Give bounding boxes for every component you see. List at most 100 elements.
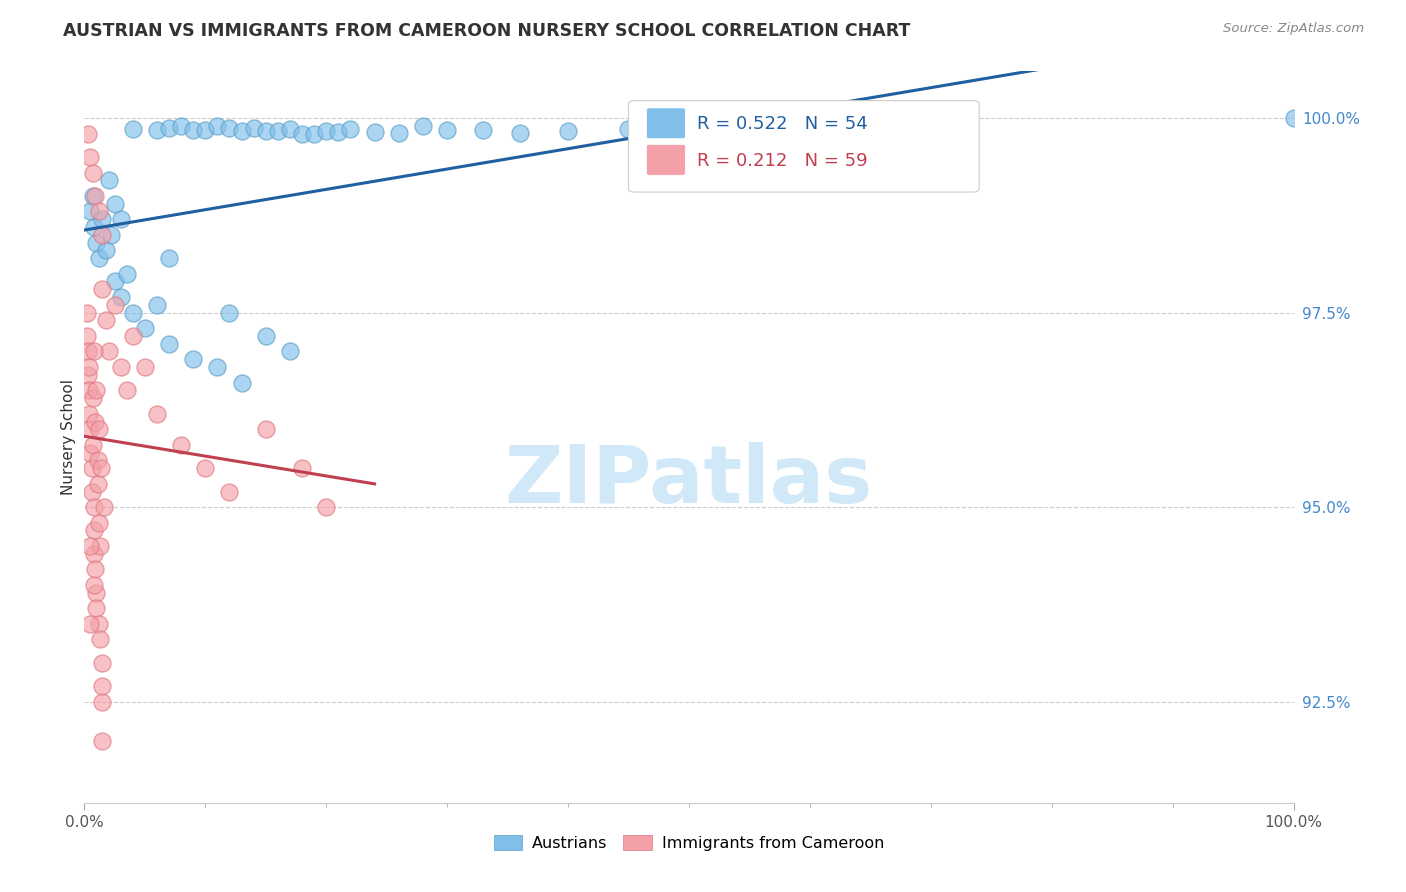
Point (207, 359, 229, 374)
Point (83, 344, 105, 359)
Point (315, 500, 337, 515)
Point (157, 121, 180, 136)
Point (146, 123, 169, 137)
Point (100, 227, 122, 242)
Point (91, 212, 114, 227)
Point (267, 124, 290, 138)
Point (93, 500, 115, 515)
Point (181, 123, 204, 137)
Point (617, 122, 640, 136)
Point (79, 150, 101, 164)
Point (110, 212, 132, 227)
Point (678, 125, 700, 139)
Point (91, 679, 114, 693)
Text: Source: ZipAtlas.com: Source: ZipAtlas.com (1223, 22, 1364, 36)
Point (170, 438, 193, 452)
Point (97, 173, 120, 187)
Point (86, 476, 108, 491)
Point (363, 125, 385, 139)
Point (94, 313, 117, 327)
Text: R = 0.212   N = 59: R = 0.212 N = 59 (697, 152, 868, 169)
Point (84, 189, 107, 203)
Point (115, 267, 138, 281)
Point (339, 122, 361, 136)
Point (91, 282, 114, 296)
Point (115, 384, 138, 398)
Point (82, 189, 104, 203)
Point (278, 344, 301, 359)
Point (83, 500, 105, 515)
Point (89, 632, 111, 647)
Point (86, 453, 108, 467)
Point (83, 524, 105, 538)
Point (181, 352, 204, 367)
Point (254, 422, 277, 436)
Point (77, 127, 100, 141)
Point (82, 438, 104, 452)
Point (242, 121, 264, 136)
Text: ZIPatlas: ZIPatlas (505, 442, 873, 520)
Point (207, 119, 229, 133)
Point (1282, 111, 1305, 125)
Point (91, 733, 114, 747)
Point (79, 422, 101, 436)
Point (79, 204, 101, 219)
Point (157, 251, 180, 265)
Point (80, 461, 103, 475)
Point (328, 125, 350, 139)
Point (83, 547, 105, 561)
Legend: Austrians, Immigrants from Cameroon: Austrians, Immigrants from Cameroon (488, 828, 890, 857)
Point (121, 305, 143, 319)
Point (278, 122, 301, 136)
Point (89, 539, 111, 553)
Point (83, 219, 105, 234)
Point (76, 305, 98, 319)
Point (412, 120, 434, 134)
Point (557, 124, 579, 138)
Point (77, 344, 100, 359)
Point (218, 484, 240, 499)
Point (77, 359, 100, 374)
Point (87, 516, 110, 530)
Point (86, 384, 108, 398)
Point (86, 601, 108, 615)
Point (87, 204, 110, 219)
Point (291, 127, 314, 141)
Point (231, 376, 253, 390)
Point (146, 407, 169, 421)
Point (254, 124, 277, 138)
Point (86, 235, 108, 250)
Point (302, 127, 325, 141)
FancyBboxPatch shape (647, 145, 685, 175)
Point (84, 562, 107, 576)
Point (82, 165, 104, 179)
Point (87, 251, 110, 265)
Point (218, 120, 240, 135)
Point (218, 305, 240, 319)
Point (110, 290, 132, 304)
Point (146, 298, 169, 312)
Point (79, 539, 101, 553)
Point (77, 407, 100, 421)
Point (254, 329, 277, 343)
Point (436, 123, 458, 137)
Point (157, 336, 180, 351)
Point (94, 244, 117, 258)
Point (110, 359, 132, 374)
Point (90, 461, 112, 475)
Point (315, 124, 337, 138)
Point (134, 321, 156, 335)
Point (84, 415, 107, 429)
Point (86, 585, 108, 599)
Text: R = 0.522   N = 54: R = 0.522 N = 54 (697, 115, 868, 133)
Point (509, 126, 531, 140)
Point (121, 121, 143, 136)
Point (87, 616, 110, 631)
Point (170, 119, 193, 133)
Point (134, 359, 156, 374)
Point (80, 484, 103, 499)
Point (231, 124, 253, 138)
FancyBboxPatch shape (628, 101, 979, 192)
Point (76, 329, 98, 343)
Point (91, 656, 114, 670)
